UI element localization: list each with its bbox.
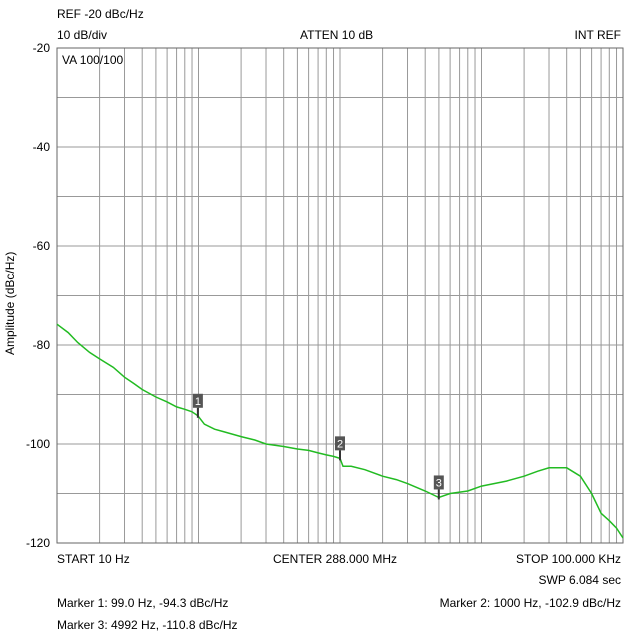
ref-level: REF -20 dBc/Hz bbox=[57, 7, 144, 21]
marker-box bbox=[335, 436, 345, 451]
sweep-time: SWP 6.084 sec bbox=[538, 573, 622, 587]
marker-2-readout: Marker 2: 1000 Hz, -102.9 dBc/Hz bbox=[439, 596, 621, 610]
y-tick-labels: -20 -40 -60 -80 -100 -120 bbox=[26, 41, 50, 550]
reference-source: INT REF bbox=[574, 28, 621, 42]
marker-group: 1 2 3 bbox=[192, 393, 444, 500]
marker-box bbox=[192, 393, 203, 408]
y-tick-label: -120 bbox=[26, 536, 50, 550]
marker-label: 2 bbox=[337, 438, 343, 450]
marker-label: 1 bbox=[195, 396, 201, 408]
y-axis-label: Amplitude (dBc/Hz) bbox=[3, 251, 17, 355]
video-averaging: VA 100/100 bbox=[62, 53, 124, 67]
marker-label: 3 bbox=[436, 477, 442, 489]
attenuation: ATTEN 10 dB bbox=[300, 28, 374, 42]
plot-grid bbox=[56, 47, 624, 544]
y-tick-label: -80 bbox=[33, 338, 51, 352]
marker-1: 1 bbox=[192, 393, 203, 418]
marker-2: 2 bbox=[335, 436, 345, 461]
marker-3: 3 bbox=[433, 475, 444, 500]
marker-1-readout: Marker 1: 99.0 Hz, -94.3 dBc/Hz bbox=[57, 596, 229, 610]
scale-per-div: 10 dB/div bbox=[57, 28, 108, 42]
marker-box bbox=[433, 475, 444, 490]
marker-3-readout: Marker 3: 4992 Hz, -110.8 dBc/Hz bbox=[57, 618, 238, 632]
y-tick-label: -60 bbox=[33, 239, 51, 253]
noise-trace bbox=[56, 323, 624, 539]
stop-frequency: STOP 100.000 KHz bbox=[516, 552, 621, 566]
y-tick-label: -100 bbox=[26, 437, 50, 451]
plot-frame bbox=[56, 47, 624, 544]
y-tick-label: -40 bbox=[33, 140, 51, 154]
start-frequency: START 10 Hz bbox=[57, 552, 130, 566]
y-tick-label: -20 bbox=[33, 41, 51, 55]
center-frequency: CENTER 288.000 MHz bbox=[273, 552, 398, 566]
